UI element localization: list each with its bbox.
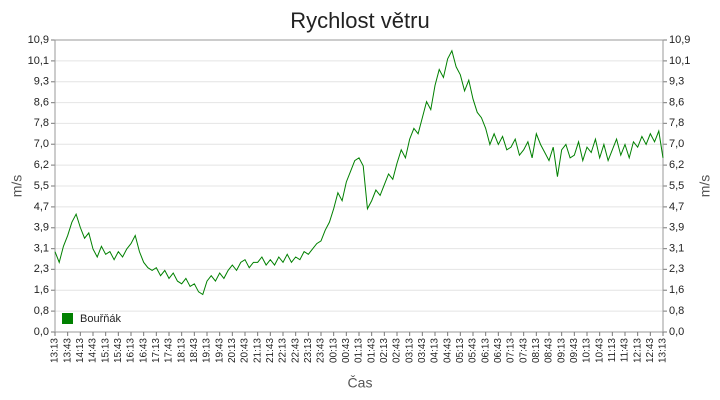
y-tick-label: 0,8 bbox=[34, 305, 49, 317]
x-tick-label: 03:13 bbox=[404, 338, 415, 363]
x-tick-label: 22:43 bbox=[290, 338, 301, 363]
x-tick-label: 04:43 bbox=[442, 338, 453, 363]
x-tick-label: 23:13 bbox=[303, 338, 314, 363]
y-tick-label: 8,6 bbox=[34, 97, 49, 109]
x-tick-label: 01:43 bbox=[366, 338, 377, 363]
legend-label: Bouřňák bbox=[80, 313, 121, 325]
x-tick-label: 09:43 bbox=[569, 338, 580, 363]
x-tick-label: 23:43 bbox=[316, 338, 327, 363]
x-tick-label: 13:43 bbox=[62, 338, 73, 363]
y-tick-label: 6,2 bbox=[34, 159, 49, 171]
y-tick-label: 9,3 bbox=[34, 76, 49, 88]
line-series bbox=[54, 49, 664, 296]
x-tick-label: 02:43 bbox=[392, 338, 403, 363]
x-tick-label: 00:13 bbox=[328, 338, 339, 363]
x-tick-label: 17:43 bbox=[164, 338, 175, 363]
x-tick-label: 21:13 bbox=[252, 338, 263, 363]
x-tick-label: 14:13 bbox=[75, 338, 86, 363]
x-tick-label: 20:13 bbox=[227, 338, 238, 363]
x-tick-label: 11:43 bbox=[620, 338, 631, 363]
y2-tick-label: 3,1 bbox=[669, 243, 684, 255]
x-tick-label: 03:43 bbox=[417, 338, 428, 363]
x-tick-label: 07:43 bbox=[518, 338, 529, 363]
x-tick-label: 15:43 bbox=[113, 338, 124, 363]
x-tick-label: 09:13 bbox=[556, 338, 567, 363]
x-tick-label: 16:13 bbox=[126, 338, 137, 363]
y2-tick-label: 10,9 bbox=[669, 34, 690, 46]
y2-tick-label: 1,6 bbox=[669, 284, 684, 296]
y-tick-label: 7,0 bbox=[34, 138, 49, 150]
y2-axis-label: m/s bbox=[697, 175, 713, 198]
x-tick-label: 00:43 bbox=[341, 338, 352, 363]
x-tick-label: 06:13 bbox=[480, 338, 491, 363]
y2-tick-label: 5,5 bbox=[669, 180, 684, 192]
x-tick-label: 12:43 bbox=[645, 338, 656, 363]
x-tick-label: 22:13 bbox=[278, 338, 289, 363]
x-tick-label: 21:43 bbox=[265, 338, 276, 363]
x-tick-label: 01:13 bbox=[354, 338, 365, 363]
y2-tick-label: 10,1 bbox=[669, 55, 690, 67]
x-tick-label: 06:43 bbox=[493, 338, 504, 363]
y2-tick-label: 0,8 bbox=[669, 305, 684, 317]
x-tick-label: 04:13 bbox=[430, 338, 441, 363]
x-tick-label: 11:13 bbox=[607, 338, 618, 363]
y-tick-label: 4,7 bbox=[34, 201, 49, 213]
x-tick-label: 19:43 bbox=[214, 338, 225, 363]
x-tick-label: 18:43 bbox=[189, 338, 200, 363]
x-tick-label: 10:13 bbox=[582, 338, 593, 363]
x-tick-label: 13:13 bbox=[658, 338, 669, 363]
y2-tick-label: 6,2 bbox=[669, 159, 684, 171]
chart-title: Rychlost větru bbox=[290, 8, 429, 33]
y-tick-label: 3,9 bbox=[34, 222, 49, 234]
y-tick-label: 10,1 bbox=[28, 55, 49, 67]
x-tick-label: 19:13 bbox=[202, 338, 213, 363]
x-tick-label: 20:43 bbox=[240, 338, 251, 363]
y-tick-label: 1,6 bbox=[34, 284, 49, 296]
y-tick-label: 3,1 bbox=[34, 243, 49, 255]
x-tick-label: 05:43 bbox=[468, 338, 479, 363]
y2-tick-label: 7,8 bbox=[669, 117, 684, 129]
x-tick-label: 12:13 bbox=[632, 338, 643, 363]
y-tick-label: 7,8 bbox=[34, 117, 49, 129]
x-tick-label: 10:43 bbox=[594, 338, 605, 363]
y2-tick-label: 4,7 bbox=[669, 201, 684, 213]
x-tick-label: 15:13 bbox=[100, 338, 111, 363]
x-tick-label: 18:13 bbox=[176, 338, 187, 363]
x-axis-label: Čas bbox=[348, 375, 373, 391]
y2-tick-label: 0,0 bbox=[669, 326, 684, 338]
x-tick-label: 02:13 bbox=[379, 338, 390, 363]
x-tick-label: 08:13 bbox=[531, 338, 542, 363]
y-tick-label: 5,5 bbox=[34, 180, 49, 192]
y2-tick-label: 8,6 bbox=[669, 97, 684, 109]
y-tick-label: 2,3 bbox=[34, 263, 49, 275]
x-tick-label: 16:43 bbox=[138, 338, 149, 363]
y-tick-label: 0,0 bbox=[34, 326, 49, 338]
x-tick-label: 14:43 bbox=[88, 338, 99, 363]
y2-tick-label: 9,3 bbox=[669, 76, 684, 88]
y2-tick-label: 2,3 bbox=[669, 263, 684, 275]
y2-tick-label: 3,9 bbox=[669, 222, 684, 234]
x-tick-label: 05:13 bbox=[455, 338, 466, 363]
y2-tick-label: 7,0 bbox=[669, 138, 684, 150]
x-tick-label: 08:43 bbox=[544, 338, 555, 363]
legend-swatch bbox=[62, 313, 73, 324]
x-tick-label: 13:13 bbox=[50, 338, 61, 363]
x-tick-label: 17:13 bbox=[151, 338, 162, 363]
y-tick-label: 10,9 bbox=[28, 34, 49, 46]
y-axis-label: m/s bbox=[9, 175, 25, 198]
x-tick-label: 07:13 bbox=[506, 338, 517, 363]
